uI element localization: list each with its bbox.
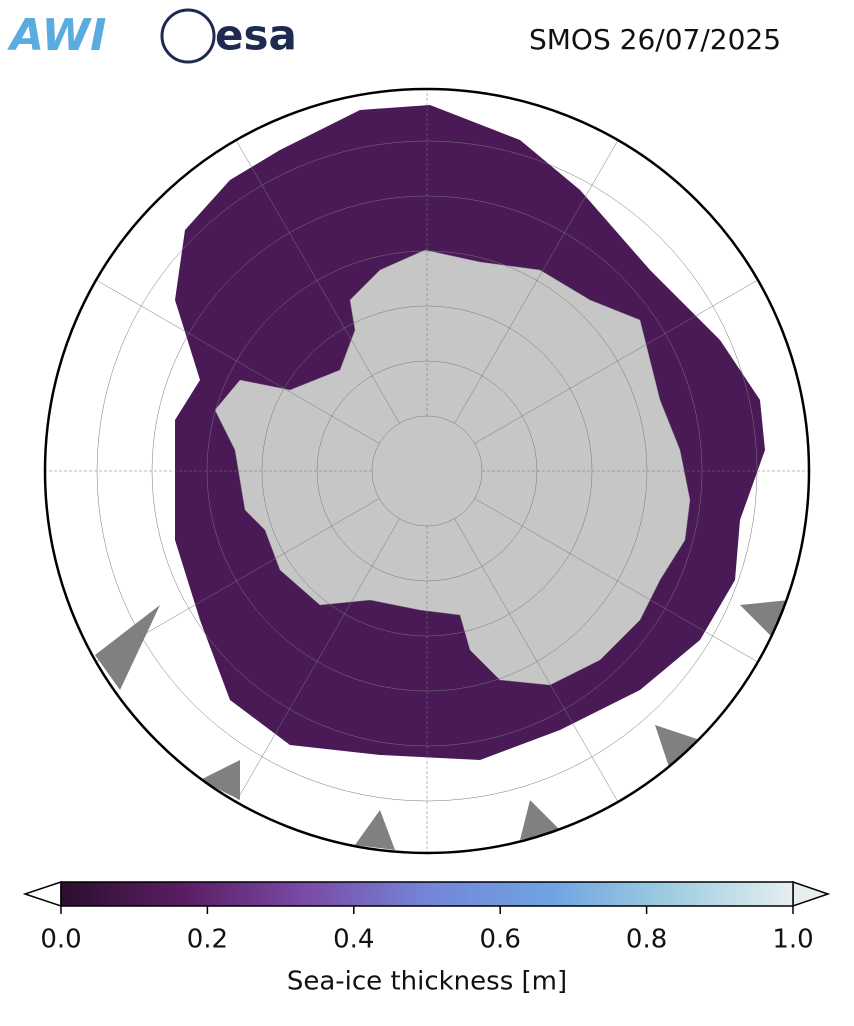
colorbar-tick-label: 0.8 (626, 925, 667, 955)
colorbar-tick-label: 0.6 (480, 925, 521, 955)
esa-logo: esa (215, 11, 297, 60)
colorbar-tick-label: 0.4 (333, 925, 374, 955)
awi-logo: AWI (7, 10, 107, 61)
graticule (45, 89, 809, 853)
esa-logo-mark (160, 8, 216, 64)
map (45, 89, 809, 853)
colorbar (22, 880, 831, 914)
meridian (454, 518, 623, 809)
meridian (474, 498, 765, 667)
colorbar-label: Sea-ice thickness [m] (287, 967, 567, 997)
meridian (231, 518, 400, 809)
colorbar-extend-low (22, 880, 62, 908)
meridian (89, 275, 380, 444)
map-border (43, 87, 811, 855)
colorbar-ramp (60, 881, 794, 907)
meridian (474, 275, 765, 444)
map-title: SMOS 26/07/2025 (529, 23, 781, 56)
meridian (454, 133, 623, 424)
colorbar-extend-high (792, 880, 831, 908)
colorbar-tick-label: 0.0 (40, 925, 81, 955)
antarctica (214, 249, 691, 686)
colorbar-tick-label: 0.2 (187, 925, 228, 955)
meridian (89, 498, 380, 667)
colorbar-tick-label: 1.0 (772, 925, 813, 955)
meridian (231, 133, 400, 424)
